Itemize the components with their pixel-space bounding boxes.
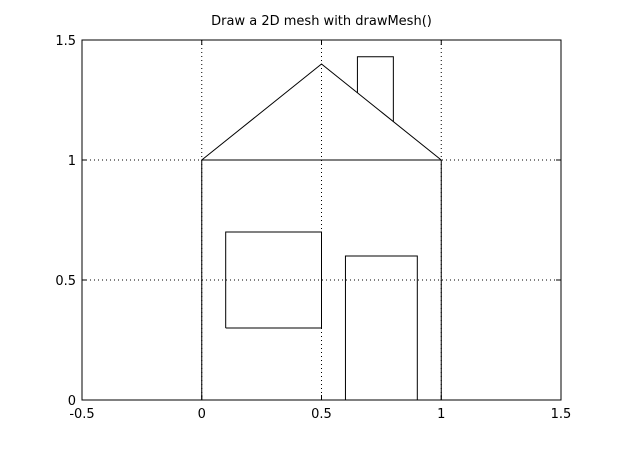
- mesh-polyline-2: [201, 63, 442, 161]
- chart-title: Draw a 2D mesh with drawMesh(): [211, 14, 432, 29]
- y-tick-label: 0: [68, 394, 76, 409]
- mesh-polyline-3: [225, 231, 322, 329]
- tick-labels: -0.5 0 0.5 1 1.500.511.5: [55, 34, 571, 422]
- x-tick-label: -0.5: [69, 407, 94, 422]
- mesh-polyline-5: [356, 56, 394, 122]
- y-tick-label: 0.5: [55, 274, 76, 289]
- mesh-polyline-1: [201, 159, 442, 400]
- mesh-lines: [201, 56, 442, 400]
- y-tick-label: 1.5: [55, 34, 76, 49]
- y-tick-label: 1: [68, 154, 76, 169]
- x-tick-label: 1.5: [551, 407, 572, 422]
- x-tick-label: 0: [198, 407, 206, 422]
- x-tick-label: 0.5: [311, 407, 332, 422]
- x-tick-label: 1: [437, 407, 445, 422]
- ticks: [81, 39, 562, 401]
- mesh-polyline-4: [344, 255, 418, 400]
